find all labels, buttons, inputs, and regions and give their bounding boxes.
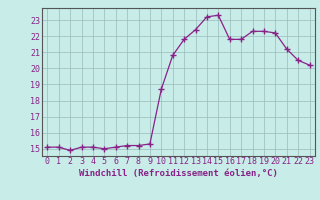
X-axis label: Windchill (Refroidissement éolien,°C): Windchill (Refroidissement éolien,°C) (79, 169, 278, 178)
